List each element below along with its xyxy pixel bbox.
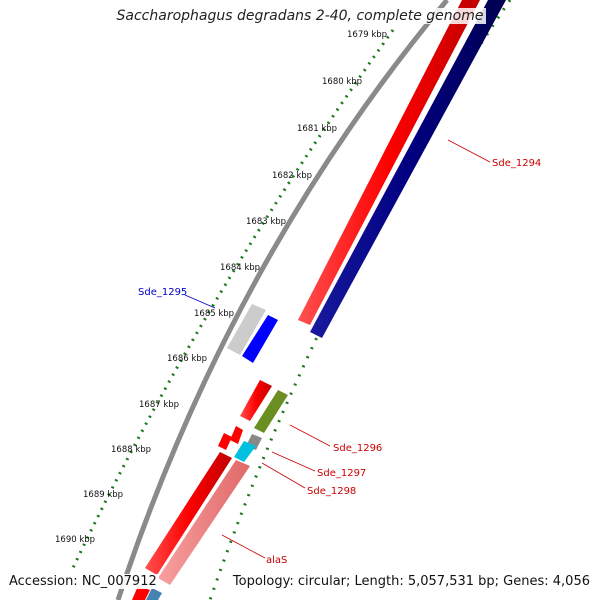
scale-label: 1683 kbp — [246, 217, 286, 227]
leader-sde-1295 — [184, 294, 216, 309]
leader-sde-1294 — [447, 139, 491, 163]
red-feature-3 — [218, 433, 232, 450]
scale-label: 1689 kbp — [83, 490, 123, 500]
bottom-feature-blue — [146, 588, 162, 600]
scale-label: 1682 kbp — [272, 171, 312, 181]
gene-label-alaS[interactable]: alaS — [266, 555, 287, 566]
scale-label: 1684 kbp — [220, 263, 260, 273]
leader-alaS — [221, 534, 266, 559]
scale-label: 1688 kbp — [111, 445, 151, 455]
accession-label: Accession: NC_007912 — [7, 574, 159, 589]
gene-label-sde-1298[interactable]: Sde_1298 — [307, 486, 356, 497]
scale-ring — [70, 29, 395, 571]
leader-sde-1296 — [289, 424, 331, 447]
gray-feature — [227, 304, 266, 355]
scale-label: 1680 kbp — [322, 77, 362, 87]
scale-label: 1679 kbp — [347, 30, 387, 40]
scale-label: 1685 kbp — [194, 309, 234, 319]
sde-1295-feature — [242, 315, 278, 363]
map-title: Saccharophagus degradans 2-40, complete … — [0, 8, 600, 24]
gene-label-sde-1294[interactable]: Sde_1294 — [492, 158, 541, 169]
scale-label: 1687 kbp — [139, 400, 179, 410]
red-feature-1 — [240, 380, 272, 421]
scale-label: 1681 kbp — [297, 124, 337, 134]
bottom-feature-red — [132, 586, 150, 600]
leader-sde-1298 — [261, 462, 306, 489]
sde-1298-feature — [234, 441, 256, 462]
genome-backbone — [115, 0, 449, 600]
inner-tick-ring — [208, 0, 512, 600]
leader-sde-1297 — [271, 451, 316, 472]
red-feature-2 — [230, 426, 243, 444]
gene-label-sde-1296[interactable]: Sde_1296 — [333, 443, 382, 454]
alaS-feature — [158, 460, 250, 585]
red-feature-long — [145, 452, 232, 575]
sde-1294-feature — [310, 0, 506, 338]
gene-label-sde-1297[interactable]: Sde_1297 — [317, 468, 366, 479]
sde-1296-feature — [254, 390, 288, 433]
genome-summary: Topology: circular; Length: 5,057,531 bp… — [230, 574, 592, 589]
scale-label: 1690 kbp — [55, 535, 95, 545]
map-title-text: Saccharophagus degradans 2-40, complete … — [114, 8, 486, 24]
sde-1294-forward-feature — [298, 0, 480, 325]
gene-label-sde-1295[interactable]: Sde_1295 — [138, 287, 187, 298]
scale-label: 1686 kbp — [167, 354, 207, 364]
